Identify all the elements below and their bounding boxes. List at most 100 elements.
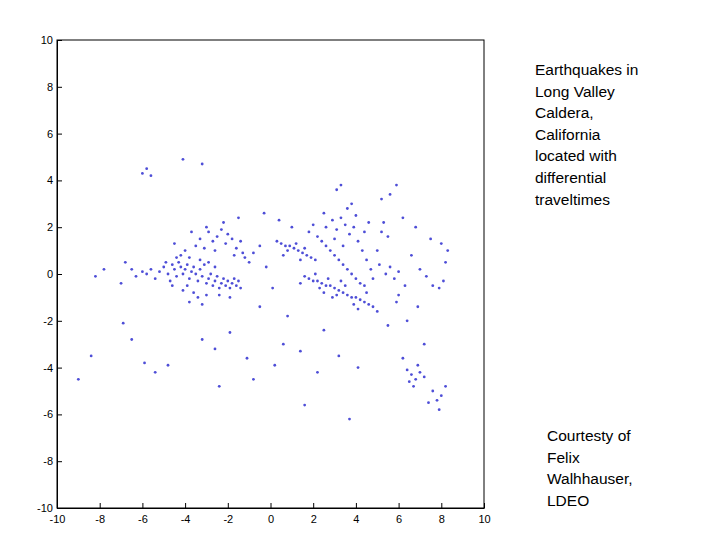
tick: 6 [47,128,62,140]
tick-label: 6 [47,128,53,140]
earthquake-point [346,268,349,271]
earthquake-point [197,280,200,283]
earthquake-point [201,338,204,341]
earthquake-point [329,249,332,252]
earthquake-point [226,233,229,236]
tick-mark [228,503,229,508]
tick-mark [57,274,62,275]
tick-label: 4 [47,174,53,186]
earthquake-point [297,249,300,252]
earthquake-point [408,380,411,383]
earthquake-point [248,261,251,264]
tick-label: 4 [353,513,359,525]
earthquake-point [303,404,306,407]
earthquake-point [376,310,379,313]
earthquake-point [342,245,345,248]
earthquake-point [246,357,249,360]
earthquake-point [224,242,227,245]
earthquake-point [235,284,238,287]
earthquake-point [124,261,127,264]
earthquake-point [372,305,375,308]
earthquake-point [201,275,204,278]
earthquake-point [214,280,217,283]
tick-mark [271,503,272,508]
earthquake-point [344,284,347,287]
tick-label: 8 [439,513,445,525]
earthquake-point [397,270,400,273]
earthquake-point [312,280,315,283]
earthquake-point [429,238,432,241]
earthquake-point [164,261,167,264]
earthquake-point [387,235,390,238]
earthquake-point [188,301,191,304]
earthquake-point [393,277,396,280]
earthquake-point [239,240,242,243]
earthquake-point [284,245,287,248]
earthquake-point [342,263,345,266]
tick: -8 [95,503,105,525]
earthquake-point [203,247,206,250]
plot-area: -10-8-6-4-20246810-10-8-6-4-20246810 [37,34,491,525]
earthquake-point [308,230,311,233]
earthquake-point [333,238,336,241]
earthquake-point [295,242,298,245]
tick-mark [356,503,357,508]
earthquake-point [293,247,296,250]
title-line: Earthquakes in [535,61,638,78]
earthquake-point [239,287,242,290]
axis-line [58,508,485,509]
earthquake-point [194,245,197,248]
tick-mark [185,503,186,508]
earthquake-point [218,294,221,297]
earthquake-point [94,275,97,278]
earthquake-point [419,268,422,271]
annotation-line: LDEO [547,492,589,509]
earthquake-point [265,266,268,269]
tick-mark [57,508,62,509]
earthquake-point [203,263,206,266]
earthquake-point [348,233,351,236]
earthquake-point [327,277,330,280]
earthquake-point [442,280,445,283]
earthquake-point [186,263,189,266]
earthquake-point [352,303,355,306]
earthquake-point [378,263,381,266]
earthquake-point [158,270,161,273]
earthquake-point [325,284,328,287]
earthquake-point [216,235,219,238]
earthquake-point [438,287,441,290]
earthquake-point [444,385,447,388]
earthquake-point [207,277,210,280]
earthquake-point [414,226,417,229]
tick-label: -4 [181,513,191,525]
tick: -2 [43,315,62,327]
earthquake-point [350,296,353,299]
earthquake-point [224,284,227,287]
title-line: located with [535,147,617,164]
tick: 2 [47,221,62,233]
tick-mark [57,414,62,415]
earthquake-point [337,355,340,358]
earthquake-point [214,266,217,269]
earthquake-point [325,226,328,229]
earthquake-point [314,273,317,276]
tick-label: 8 [47,81,53,93]
earthquake-point [103,268,106,271]
tick-label: 2 [311,513,317,525]
earthquake-point [218,385,221,388]
earthquake-point [209,273,212,276]
earthquake-point [419,371,422,374]
earthquake-point [192,291,195,294]
earthquake-point [389,193,392,196]
earthquake-point [414,378,417,381]
earthquake-point [222,221,225,224]
tick: -6 [138,503,148,525]
earthquake-point [367,221,370,224]
earthquake-point [192,266,195,269]
earthquake-point [184,268,187,271]
earthquake-point [143,362,146,365]
earthquake-point [205,294,208,297]
earthquake-point [145,167,148,170]
tick-mark [57,368,62,369]
earthquake-point [310,256,313,259]
